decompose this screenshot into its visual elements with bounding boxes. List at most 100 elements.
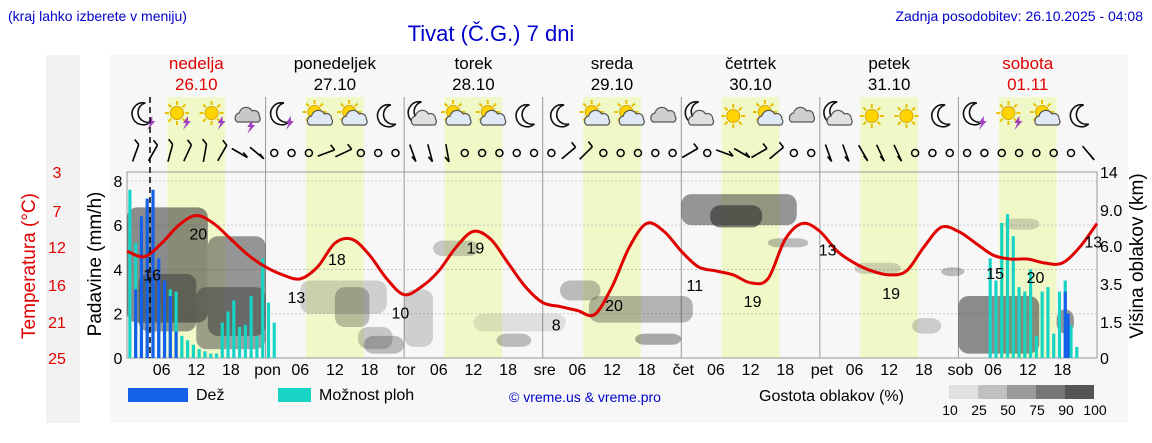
calm-wind-icon xyxy=(806,148,816,158)
temperature-label: 10 xyxy=(391,306,409,323)
cloud-density-area xyxy=(958,296,1040,354)
hour-label: 06 xyxy=(430,362,448,379)
rain-bar xyxy=(168,296,172,358)
rain-legend-label: Dež xyxy=(196,387,224,404)
hour-label: 12 xyxy=(1019,362,1037,379)
cloud-density-area xyxy=(710,205,763,228)
wind-barb-tick xyxy=(826,155,833,162)
wind-barb-tick xyxy=(186,139,193,146)
density-legend-swatch xyxy=(1036,385,1065,399)
shower-bar xyxy=(1017,287,1021,358)
calm-wind-icon xyxy=(269,148,279,158)
credit-link[interactable]: © vreme.us & vreme.pro xyxy=(509,389,661,405)
cloud-height-tick: 14 xyxy=(1100,165,1118,182)
hour-label: 18 xyxy=(1053,362,1071,379)
cloud-shape xyxy=(618,109,645,126)
shower-bar xyxy=(988,258,992,358)
sun-icon xyxy=(894,104,919,128)
calm-wind-icon xyxy=(1049,148,1058,158)
rain-bar xyxy=(1063,291,1067,358)
density-legend-value: 50 xyxy=(1000,402,1016,418)
shower-bar xyxy=(1075,346,1079,358)
day-abbrev-label: pet xyxy=(811,362,834,379)
hour-label: 06 xyxy=(291,362,309,379)
rain-bar xyxy=(151,189,155,358)
wind-barb-icon xyxy=(427,144,434,162)
sun-ray xyxy=(617,102,622,108)
sun-ray xyxy=(1046,102,1052,108)
sun-ray xyxy=(724,120,729,126)
wind-barb-tick xyxy=(168,138,174,145)
calm-wind-icon xyxy=(547,148,556,158)
wind-barb-icon xyxy=(183,144,193,162)
moon-storm-icon xyxy=(962,101,987,130)
precip-tick: 6 xyxy=(114,218,123,235)
lightning-shape xyxy=(978,116,987,130)
shower-bar xyxy=(994,280,998,358)
shower-bar xyxy=(272,322,276,358)
wind-barb-tick xyxy=(152,139,159,146)
wind-barb-icon xyxy=(579,146,593,160)
sun-ray xyxy=(354,102,359,108)
wind-barb-icon xyxy=(445,143,450,163)
lightning-shape xyxy=(285,116,294,130)
temperature-label: 19 xyxy=(467,240,485,257)
calm-wind-icon xyxy=(512,148,521,158)
shower-bar xyxy=(220,322,224,358)
sun-disc xyxy=(204,106,219,120)
wind-barb-tick xyxy=(844,155,850,162)
hour-label: 06 xyxy=(568,362,586,379)
menu-hint[interactable]: (kraj lahko izberete v meniju) xyxy=(8,8,187,24)
rain-bar xyxy=(157,258,161,358)
density-legend-value: 100 xyxy=(1083,402,1107,418)
wind-barb-tick xyxy=(242,152,249,158)
moon-icon xyxy=(550,103,570,128)
shower-bar xyxy=(1057,291,1062,358)
sun-ray xyxy=(911,106,916,112)
shower-bar xyxy=(261,258,265,358)
shower-legend-label: Možnost ploh xyxy=(319,387,414,404)
sun-storm-icon xyxy=(996,101,1023,130)
shower-bar xyxy=(1034,335,1038,358)
cloud-shape xyxy=(826,109,853,126)
day-date: 31.10 xyxy=(868,75,911,94)
calm-wind-icon xyxy=(651,148,660,158)
wind-barb-tick xyxy=(778,141,785,148)
shower-bar xyxy=(174,291,178,358)
wind-barb-tick xyxy=(201,138,208,145)
calm-wind-icon xyxy=(633,148,643,158)
sun-ray xyxy=(458,102,463,108)
wind-barb-tick xyxy=(259,153,265,160)
temp-tick: 7 xyxy=(53,204,62,221)
temperature-line xyxy=(126,214,1099,318)
hour-label: 12 xyxy=(742,362,760,379)
sun-disc xyxy=(169,106,184,120)
shower-bar xyxy=(238,327,242,358)
calm-wind-icon xyxy=(789,148,799,158)
moon-icon xyxy=(376,103,397,128)
cloud-density-area xyxy=(635,333,682,345)
sun-ray xyxy=(755,102,760,108)
temperature-label: 13 xyxy=(1084,234,1102,251)
temp-tick: 21 xyxy=(48,315,66,332)
sun-ray xyxy=(216,103,221,109)
sun-ray xyxy=(339,102,345,108)
calm-wind-icon xyxy=(356,148,366,158)
sun-cloud-icon xyxy=(302,100,334,126)
calm-wind-icon xyxy=(373,148,383,158)
daylight-band xyxy=(721,97,780,358)
shower-bar xyxy=(266,302,271,358)
cloud-height-tick: 9.0 xyxy=(1100,203,1122,220)
cloud-height-tick: 1.5 xyxy=(1100,315,1122,332)
precip-tick: 2 xyxy=(114,307,123,324)
calm-wind-icon xyxy=(1014,148,1024,158)
cloud-shape xyxy=(306,109,334,126)
moon-icon xyxy=(515,103,535,128)
sun-icon xyxy=(859,104,884,128)
lightning-shape xyxy=(247,120,256,134)
wind-barb-tick xyxy=(728,150,734,157)
hour-label: 06 xyxy=(153,362,171,379)
shower-bar xyxy=(1005,214,1010,358)
temperature-label: 19 xyxy=(882,286,900,303)
sun-ray xyxy=(492,102,497,108)
